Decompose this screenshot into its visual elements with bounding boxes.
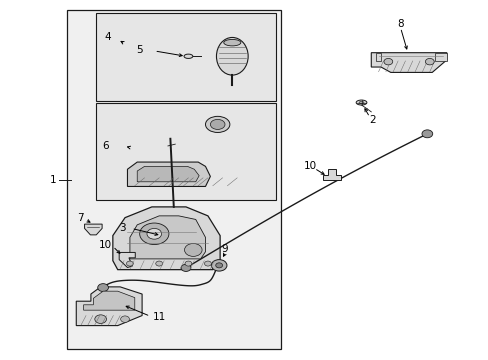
Text: 5: 5	[136, 45, 142, 55]
Text: 11: 11	[153, 312, 166, 322]
Polygon shape	[127, 162, 210, 186]
Circle shape	[126, 261, 133, 266]
Text: 9: 9	[221, 244, 228, 254]
Ellipse shape	[183, 54, 192, 58]
Circle shape	[204, 261, 211, 266]
Circle shape	[140, 223, 168, 244]
Bar	[96, 103, 276, 200]
Polygon shape	[137, 166, 199, 182]
Text: 6: 6	[102, 141, 109, 151]
Text: 1: 1	[50, 175, 57, 185]
Circle shape	[156, 261, 162, 266]
Circle shape	[421, 130, 432, 138]
Polygon shape	[370, 53, 446, 72]
Circle shape	[383, 58, 392, 65]
Circle shape	[98, 284, 108, 292]
Polygon shape	[84, 224, 102, 235]
Text: 3: 3	[119, 224, 125, 233]
Circle shape	[214, 262, 224, 269]
Circle shape	[184, 261, 191, 266]
Text: 2: 2	[368, 115, 375, 125]
Ellipse shape	[355, 100, 366, 105]
Text: 7: 7	[77, 213, 83, 222]
Circle shape	[95, 315, 106, 323]
Circle shape	[121, 316, 129, 322]
Ellipse shape	[224, 40, 241, 46]
Text: 4: 4	[104, 32, 111, 41]
Ellipse shape	[210, 120, 224, 130]
Ellipse shape	[216, 37, 247, 75]
Circle shape	[181, 264, 190, 271]
Circle shape	[215, 263, 222, 268]
Text: 10: 10	[99, 240, 112, 250]
Polygon shape	[119, 252, 135, 267]
Polygon shape	[323, 169, 340, 180]
Polygon shape	[113, 207, 220, 270]
Polygon shape	[76, 287, 142, 325]
Bar	[434, 53, 446, 61]
Ellipse shape	[205, 116, 229, 132]
Bar	[375, 53, 380, 61]
Circle shape	[425, 58, 433, 65]
Circle shape	[184, 243, 202, 256]
Bar	[96, 13, 276, 101]
Bar	[66, 10, 281, 348]
Ellipse shape	[358, 102, 363, 104]
Circle shape	[147, 228, 161, 239]
Polygon shape	[130, 216, 205, 259]
Text: 10: 10	[303, 161, 316, 171]
Polygon shape	[83, 291, 135, 310]
Circle shape	[211, 260, 226, 271]
Text: 8: 8	[396, 19, 403, 29]
